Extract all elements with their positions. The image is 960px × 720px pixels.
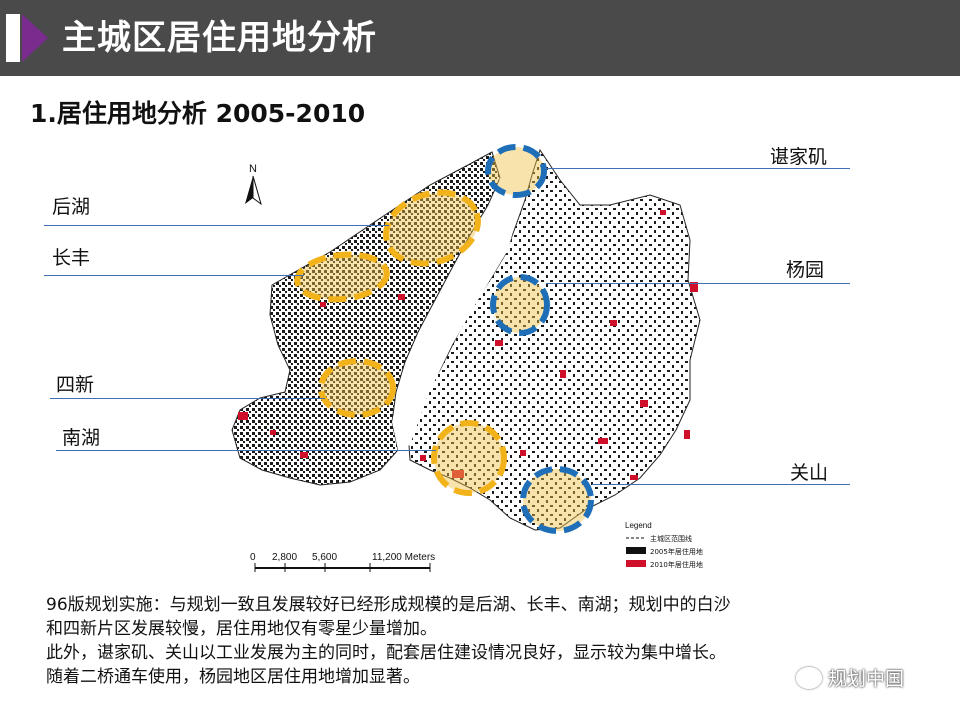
leader-changfeng <box>44 275 304 276</box>
north-arrow-icon: N <box>245 163 262 206</box>
label-yangyuan: 杨园 <box>786 259 825 281</box>
label-houhu: 后湖 <box>52 196 91 218</box>
label-nanhu: 南湖 <box>62 427 101 449</box>
legend-item-2010: 2010年居住用地 <box>650 560 703 569</box>
river <box>392 178 522 450</box>
title-bar: 主城区居住用地分析 <box>0 0 960 76</box>
watermark: 规划中国 <box>796 664 904 691</box>
houhu-ring <box>383 189 481 267</box>
leader-guanshan <box>592 484 850 485</box>
legend-item-boundary: 主城区范围线 <box>650 534 692 543</box>
scale-tick-0: 0 <box>250 552 256 563</box>
sixin-ring <box>318 358 396 418</box>
section-title: 1.居住用地分析 2005-2010 <box>30 99 366 128</box>
label-guanshan: 关山 <box>790 462 829 484</box>
watermark-text: 规划中国 <box>828 668 905 690</box>
new-residential-patches <box>238 210 698 480</box>
changfeng-ring <box>294 251 390 303</box>
label-chenjiaji: 谌家矶 <box>770 146 828 168</box>
map-legend: Legend 主城区范围线 2005年居住用地 2010年居住用地 <box>625 521 703 569</box>
scale-tick-2: 5,600 <box>312 552 337 563</box>
analysis-line-1: 96版规划实施：与规划一致且发展较好已经形成规模的是后湖、长丰、南湖；规划中的白… <box>46 595 731 615</box>
leader-yangyuan <box>546 283 850 284</box>
leader-houhu <box>44 225 389 226</box>
page-title: 主城区居住用地分析 <box>62 18 377 58</box>
label-changfeng: 长丰 <box>52 247 91 269</box>
scale-bar: 0 2,800 5,600 11,200 Meters <box>250 552 435 572</box>
yangyuan-ring <box>490 274 550 336</box>
wechat-icon <box>796 666 822 689</box>
scale-tick-1: 2,800 <box>272 552 297 563</box>
legend-swatch-2010 <box>626 560 646 567</box>
title-accent-triangle <box>22 14 48 62</box>
analysis-text: 96版规划实施：与规划一致且发展较好已经形成规模的是后湖、长丰、南湖；规划中的白… <box>46 593 926 689</box>
analysis-line-4: 随着二桥通车使用，杨园地区居住用地增加显著。 <box>46 667 420 687</box>
legend-title: Legend <box>625 521 652 530</box>
guanshan-ring <box>520 466 594 534</box>
title-accent-bar <box>6 14 20 62</box>
leader-chenjiaji <box>545 168 850 169</box>
legend-swatch-2005 <box>626 547 646 554</box>
chenjiaji-ring <box>485 144 547 198</box>
scale-tick-3: 11,200 Meters <box>372 552 435 563</box>
label-sixin: 四新 <box>56 374 95 396</box>
analysis-line-3: 此外，谌家矶、关山以工业发展为主的同时，配套居住建设情况良好，显示较为集中增长。 <box>46 643 726 663</box>
leader-nanhu <box>56 450 436 451</box>
legend-item-2005: 2005年居住用地 <box>650 547 703 556</box>
north-label: N <box>249 163 257 175</box>
analysis-line-2: 和四新片区发展较慢，居住用地仅有零星少量增加。 <box>46 619 437 639</box>
leader-sixin <box>50 398 325 399</box>
nanhu-ring <box>431 420 507 496</box>
